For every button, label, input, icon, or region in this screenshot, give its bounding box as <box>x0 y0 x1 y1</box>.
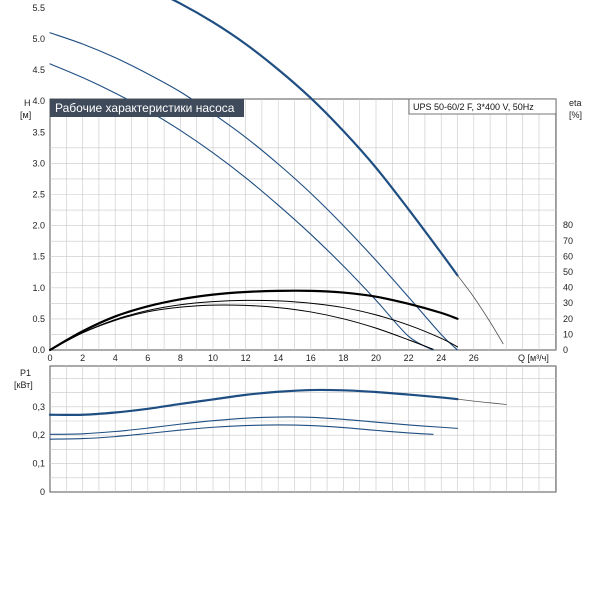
lower-y-tick-labels: 0 0,1 0,2 0,3 <box>32 402 45 497</box>
power-curve-3 <box>49 424 434 440</box>
x-tick-label: 12 <box>241 353 251 363</box>
y-tick-label: 0.0 <box>32 345 45 355</box>
y-tick-label: 3.0 <box>32 158 45 168</box>
upper-x-tick-labels: 0 2 4 6 8 10 12 14 16 18 20 22 24 26 <box>47 353 478 363</box>
p1-tick-label: 0,1 <box>32 459 45 469</box>
x-tick-label: 8 <box>178 353 183 363</box>
power-curve-2 <box>49 416 459 435</box>
chart-title: Рабочие характеристики насоса <box>55 101 235 115</box>
model-box <box>408 98 557 115</box>
y-axis-unit-p1: [кВт] <box>14 380 33 390</box>
x-tick-label: 24 <box>436 353 446 363</box>
x-tick-label: 4 <box>113 353 118 363</box>
model-label: UPS 50-60/2 F, 3*400 V, 50Hz <box>413 102 534 112</box>
y2-tick-label: 70 <box>563 236 573 246</box>
head-curve-1 <box>457 274 504 345</box>
upper-plot-frame <box>49 98 557 351</box>
efficiency-curve-5 <box>49 299 458 351</box>
x-tick-label: 6 <box>145 353 150 363</box>
power-curve-0 <box>48 388 459 417</box>
power-curve-1 <box>457 398 507 405</box>
y2-tick-label: 30 <box>563 298 573 308</box>
y2-axis-label-eta: eta <box>569 98 582 108</box>
y-axis-unit-h: [м] <box>20 110 31 120</box>
y-tick-label: 4.0 <box>32 96 45 106</box>
efficiency-curve-6 <box>49 304 434 351</box>
x-tick-label: 20 <box>371 353 381 363</box>
y-axis-label-h: H <box>24 98 31 108</box>
chart-title-box <box>50 99 244 117</box>
y-tick-label: 3.5 <box>32 127 45 137</box>
x-tick-label: 14 <box>273 353 283 363</box>
y2-tick-label: 50 <box>563 267 573 277</box>
y2-axis-unit-eta: [%] <box>569 110 582 120</box>
x-tick-label: 22 <box>404 353 414 363</box>
x-tick-label: 18 <box>338 353 348 363</box>
lower-grid <box>50 366 556 492</box>
y2-tick-label: 60 <box>563 251 573 261</box>
p1-tick-label: 0 <box>40 487 45 497</box>
y2-tick-label: 10 <box>563 329 573 339</box>
y-tick-label: 5.5 <box>32 3 45 13</box>
y-tick-label: 0.5 <box>32 314 45 324</box>
y-tick-label: 1.0 <box>32 283 45 293</box>
upper-series <box>48 0 504 352</box>
x-axis-label-q: Q [м³/ч] <box>518 353 549 363</box>
y-tick-label: 4.5 <box>32 65 45 75</box>
head-curve-0 <box>171 0 459 277</box>
head-curve-3 <box>49 63 434 351</box>
lower-plot-frame <box>49 365 557 493</box>
y-tick-label: 5.0 <box>32 34 45 44</box>
upper-y-tick-labels: 0.00.51.01.52.02.53.03.54.04.55.05.56.06… <box>32 3 45 355</box>
lower-series <box>48 388 507 440</box>
x-tick-label: 26 <box>469 353 479 363</box>
x-tick-label: 2 <box>80 353 85 363</box>
y-axis-label-p1: P1 <box>20 368 31 378</box>
x-tick-label: 0 <box>47 353 52 363</box>
p1-tick-label: 0,3 <box>32 402 45 412</box>
x-tick-label: 10 <box>208 353 218 363</box>
y2-tick-label: 40 <box>563 283 573 293</box>
y-tick-label: 2.0 <box>32 221 45 231</box>
p1-tick-label: 0,2 <box>32 430 45 440</box>
y-tick-label: 1.5 <box>32 252 45 262</box>
y2-tick-label: 80 <box>563 220 573 230</box>
y2-tick-label: 0 <box>563 345 568 355</box>
head-curve-2 <box>49 32 459 351</box>
efficiency-curve-4 <box>48 289 459 352</box>
x-tick-label: 16 <box>306 353 316 363</box>
y2-tick-label: 20 <box>563 314 573 324</box>
upper-y2-tick-labels: 0 10 20 30 40 50 60 70 80 <box>563 220 573 355</box>
y-tick-label: 2.5 <box>32 190 45 200</box>
